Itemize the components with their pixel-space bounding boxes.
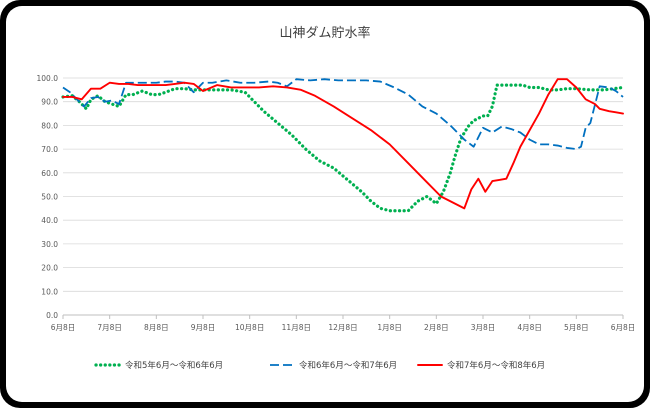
y-tick-label: 0.0 xyxy=(46,311,58,320)
axis-layer: 0.0 10.0 20.0 30.0 40.0 50.0 60.0 70.0 80.0 90.0 1… xyxy=(37,74,636,332)
chart-area: 山神ダム貯水率 0.0 10.0 20.0 30.0 40.0 50.0 60.0 70.0 8… xyxy=(6,6,644,402)
legend-label-3: 令和7年6月～令和8年6月 xyxy=(447,360,545,371)
y-tick-label: 50.0 xyxy=(41,193,58,202)
x-tick-label: 6月8日 xyxy=(611,323,636,332)
y-tick-label: 100.0 xyxy=(37,74,59,83)
y-tick-label: 20.0 xyxy=(41,264,58,273)
x-tick-label: 12月8日 xyxy=(328,323,357,332)
reservoir-chart: 山神ダム貯水率 0.0 10.0 20.0 30.0 40.0 50.0 60.0 70.0 8… xyxy=(37,25,636,371)
y-tick-label: 10.0 xyxy=(41,287,58,296)
series-line-2 xyxy=(62,78,624,150)
x-tick-label: 4月8日 xyxy=(517,323,542,332)
legend-label-2: 令和6年6月～令和7年6月 xyxy=(299,360,397,371)
legend-label-1: 令和5年6月～令和6年6月 xyxy=(125,360,223,371)
grid-layer xyxy=(63,77,623,316)
y-tick-label: 80.0 xyxy=(41,121,58,130)
x-tick-label: 6月8日 xyxy=(51,323,76,332)
series-line-3 xyxy=(62,78,624,210)
x-tick-label: 2月8日 xyxy=(424,323,449,332)
x-tick-label: 3月8日 xyxy=(471,323,496,332)
x-tick-label: 7月8日 xyxy=(97,323,122,332)
y-tick-label: 90.0 xyxy=(41,98,58,107)
series-layer xyxy=(61,78,625,213)
x-tick-label: 1月8日 xyxy=(377,323,402,332)
chart-title: 山神ダム貯水率 xyxy=(279,25,370,41)
y-tick-label: 60.0 xyxy=(41,169,58,178)
x-tick-label: 11月8日 xyxy=(282,323,311,332)
y-tick-label: 30.0 xyxy=(41,240,58,249)
x-tick-label: 8月8日 xyxy=(144,323,169,332)
x-tick-label: 9月8日 xyxy=(191,323,216,332)
legend: 令和5年6月～令和6年6月 令和6年6月～令和7年6月 令和7年6月～令和8年6月 xyxy=(94,360,545,371)
y-tick-label: 70.0 xyxy=(41,145,58,154)
x-tick-label: 5月8日 xyxy=(564,323,589,332)
series-line-1 xyxy=(61,83,625,213)
y-tick-label: 40.0 xyxy=(41,216,58,225)
x-tick-label: 10月8日 xyxy=(235,323,264,332)
